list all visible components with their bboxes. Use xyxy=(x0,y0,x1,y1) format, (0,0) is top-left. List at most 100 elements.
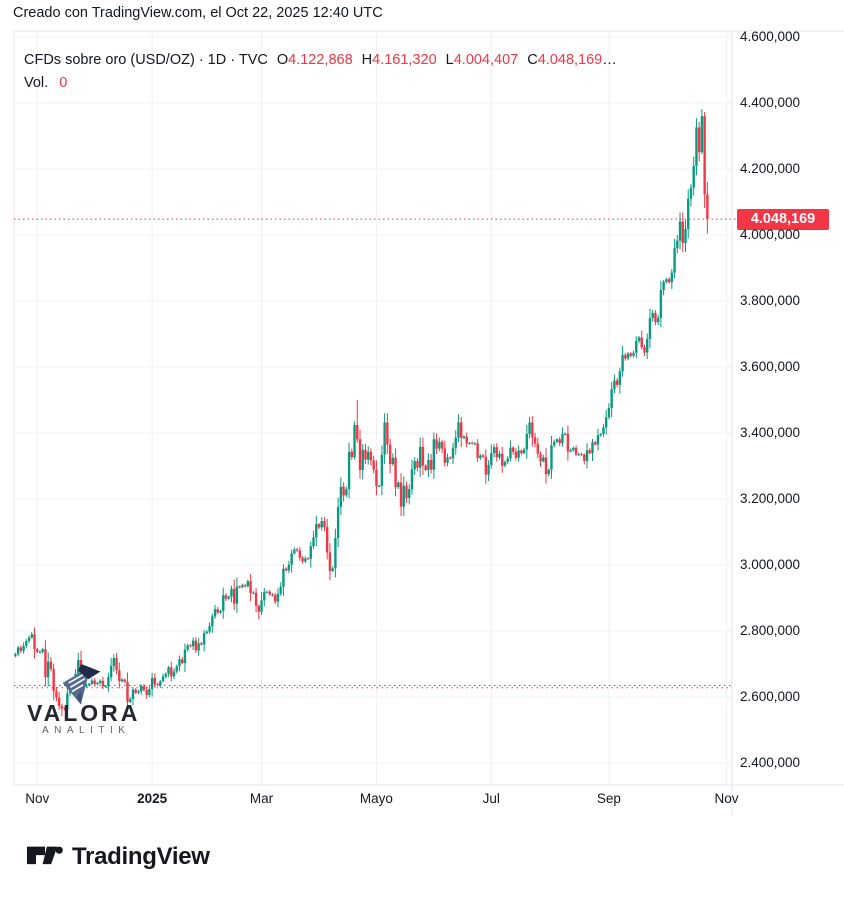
watermark-title: VALORA xyxy=(27,700,141,726)
valora-plane-logo-icon xyxy=(62,664,101,705)
candle-up xyxy=(66,693,69,710)
price-tick-label: 4.600,000 xyxy=(740,28,801,44)
candle-down xyxy=(536,443,539,454)
price-tick-label: 3.400,000 xyxy=(740,424,801,440)
candle-up xyxy=(397,482,400,488)
ohlc-low: L4.004,407 xyxy=(445,52,519,68)
candle-up xyxy=(596,435,600,445)
candle-up xyxy=(528,422,531,434)
candle-down xyxy=(369,451,373,461)
candle-up xyxy=(599,433,602,436)
candle-down xyxy=(298,550,302,558)
price-tick-label: 4.000,000 xyxy=(740,226,801,242)
candle-down xyxy=(55,691,58,698)
candle-up xyxy=(109,665,113,678)
time-tick-label: Nov xyxy=(714,791,739,806)
candle-down xyxy=(501,453,504,466)
candle-up xyxy=(175,666,178,672)
candle-up xyxy=(159,681,162,686)
candle-down xyxy=(533,437,537,444)
candle-down xyxy=(594,442,597,445)
candle-down xyxy=(580,454,583,456)
candle-up xyxy=(621,355,624,372)
candle-up xyxy=(637,337,641,341)
candle-down xyxy=(566,433,570,452)
candle-up xyxy=(563,433,567,435)
candle-up xyxy=(104,686,107,688)
candle-up xyxy=(331,568,334,571)
candle-down xyxy=(145,690,148,696)
candle-up xyxy=(263,592,266,601)
candle-up xyxy=(503,461,507,466)
candle-down xyxy=(36,649,39,652)
time-tick-label: Mayo xyxy=(359,791,393,806)
candle-down xyxy=(443,448,446,463)
candle-up xyxy=(139,686,143,692)
candle-up xyxy=(85,685,88,687)
candle-down xyxy=(19,647,23,651)
candle-up xyxy=(320,521,323,528)
candle-down xyxy=(63,708,66,710)
candle-down xyxy=(268,591,271,595)
candle-down xyxy=(558,439,561,444)
candle-up xyxy=(413,461,416,470)
candle-up xyxy=(432,439,436,470)
candle-up xyxy=(96,682,99,685)
candle-up xyxy=(438,441,441,449)
candle-up xyxy=(454,437,457,448)
candle-down xyxy=(470,442,474,444)
candle-down xyxy=(640,337,643,348)
candle-up xyxy=(205,631,209,633)
candle-down xyxy=(539,453,542,462)
candle-up xyxy=(241,585,244,588)
candle-up xyxy=(473,443,477,445)
candle-up xyxy=(293,549,296,554)
candle-down xyxy=(667,279,671,283)
price-tick-label: 3.000,000 xyxy=(740,556,801,572)
candle-up xyxy=(150,677,154,690)
legend-volume-row: Vol. 0 xyxy=(24,72,617,94)
candlestick-chart-canvas[interactable] xyxy=(0,0,844,820)
candle-up xyxy=(656,317,660,323)
candle-down xyxy=(531,422,534,438)
candle-up xyxy=(137,691,140,693)
candle-up xyxy=(230,588,233,597)
candle-up xyxy=(183,649,187,664)
candle-up xyxy=(287,564,291,571)
candle-up xyxy=(120,679,124,682)
candle-up xyxy=(525,433,529,450)
candle-down xyxy=(342,486,345,496)
candle-up xyxy=(468,442,471,444)
candle-up xyxy=(88,683,91,686)
price-tick-label: 4.200,000 xyxy=(740,160,801,176)
candle-up xyxy=(651,312,654,319)
candle-up xyxy=(427,460,430,470)
price-tick-label: 3.800,000 xyxy=(740,292,801,308)
candle-up xyxy=(131,689,135,699)
candle-down xyxy=(170,667,173,677)
time-tick-label: Jul xyxy=(482,791,500,806)
candle-down xyxy=(274,595,277,602)
candle-up xyxy=(700,116,704,153)
candle-down xyxy=(118,670,121,682)
candle-down xyxy=(405,485,408,499)
candle-up xyxy=(607,407,611,418)
candle-down xyxy=(325,527,329,553)
candle-up xyxy=(345,489,348,496)
candle-down xyxy=(681,221,684,243)
candle-down xyxy=(476,443,479,459)
candle-wick xyxy=(61,703,63,717)
chart-legend[interactable]: CFDs sobre oro (USD/OZ) · 1D · TVC O4.122… xyxy=(24,49,617,94)
candle-up xyxy=(77,660,80,674)
candle-up xyxy=(347,451,351,490)
candle-down xyxy=(60,705,64,709)
price-tick-label: 2.800,000 xyxy=(740,622,801,638)
candle-up xyxy=(635,340,638,353)
candle-up xyxy=(498,453,501,458)
candle-down xyxy=(435,439,438,449)
candle-up xyxy=(646,338,649,353)
tradingview-footer-logo[interactable]: TradingView xyxy=(27,841,210,873)
candle-down xyxy=(583,454,586,462)
candle-down xyxy=(181,659,184,664)
candle-down xyxy=(629,353,632,356)
